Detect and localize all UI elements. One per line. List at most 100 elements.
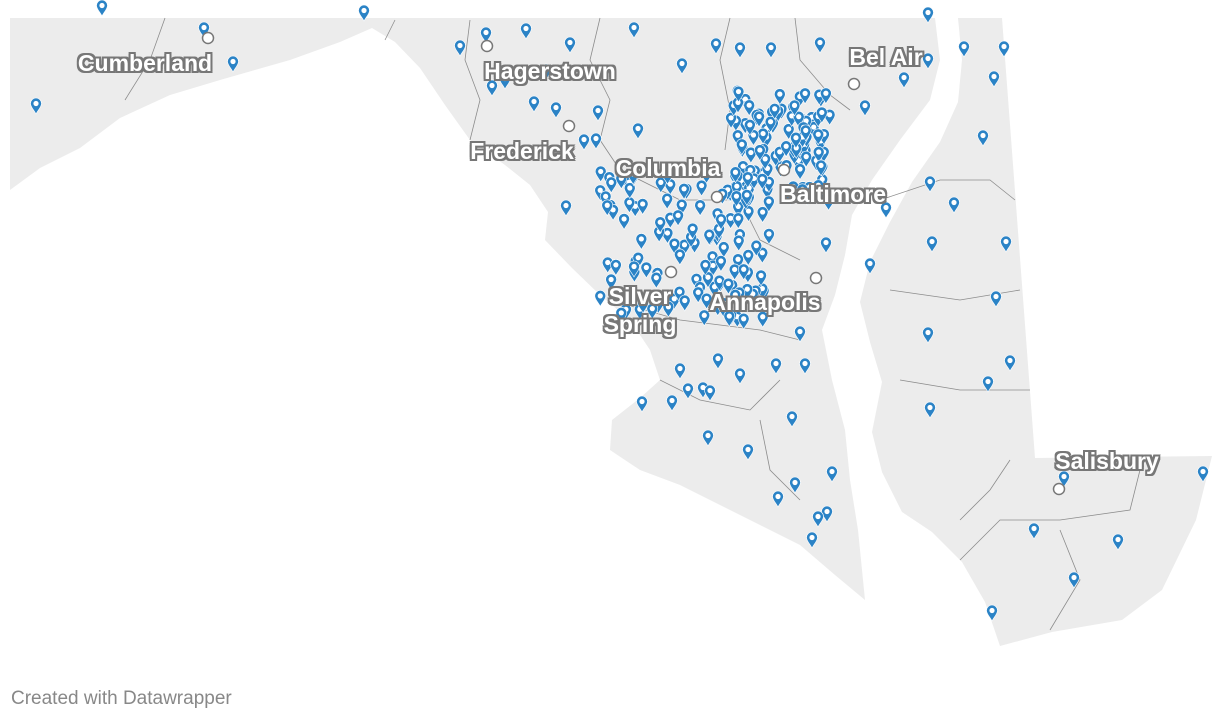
map-pin-icon[interactable] [750, 239, 763, 257]
map-pin-icon[interactable] [864, 257, 876, 275]
map-pin-icon[interactable] [790, 131, 802, 149]
map-pin-icon[interactable] [924, 175, 936, 193]
map-pin-icon[interactable] [742, 249, 755, 267]
map-pin-icon[interactable] [730, 180, 743, 198]
map-pin-icon[interactable] [922, 6, 934, 24]
map-pin-icon[interactable] [678, 294, 691, 312]
map-pin-icon[interactable] [754, 295, 766, 313]
map-pin-icon[interactable] [806, 185, 819, 203]
map-pin-icon[interactable] [702, 271, 714, 289]
map-pin-icon[interactable] [550, 101, 562, 119]
map-pin-icon[interactable] [715, 213, 727, 231]
map-pin-icon[interactable] [922, 326, 934, 344]
map-pin-icon[interactable] [674, 248, 686, 266]
map-pin-icon[interactable] [796, 183, 809, 201]
map-pin-icon[interactable] [806, 531, 818, 549]
map-pin-icon[interactable] [732, 234, 745, 252]
map-pin-icon[interactable] [30, 97, 42, 115]
map-pin-icon[interactable] [982, 375, 994, 393]
map-pin-icon[interactable] [998, 40, 1010, 58]
map-pin-icon[interactable] [605, 176, 618, 194]
map-pin-icon[interactable] [986, 604, 998, 622]
map-pin-icon[interactable] [615, 307, 628, 324]
map-pin-icon[interactable] [794, 163, 806, 181]
map-pin-icon[interactable] [1068, 571, 1080, 589]
map-pin-icon[interactable] [820, 87, 832, 105]
map-pin-icon[interactable] [601, 199, 614, 217]
datawrapper-credit[interactable]: Created with Datawrapper [11, 688, 232, 709]
map-pin-icon[interactable] [676, 57, 688, 75]
map-pin-icon[interactable] [636, 198, 649, 216]
map-pin-icon[interactable] [768, 103, 781, 120]
map-pin-icon[interactable] [636, 395, 648, 413]
map-pin-icon[interactable] [757, 127, 769, 145]
map-pin-icon[interactable] [454, 39, 466, 57]
map-pin-icon[interactable] [661, 192, 673, 210]
map-pin-icon[interactable] [722, 277, 735, 295]
map-pin-icon[interactable] [820, 236, 832, 254]
map-pin-icon[interactable] [578, 133, 590, 151]
map-pin-icon[interactable] [594, 290, 607, 308]
map-pin-icon[interactable] [753, 110, 765, 128]
map-pin-icon[interactable] [715, 255, 727, 273]
map-pin-icon[interactable] [734, 367, 746, 385]
map-pin-icon[interactable] [590, 132, 602, 150]
map-pin-icon[interactable] [717, 241, 730, 259]
map-pin-icon[interactable] [723, 310, 736, 328]
map-pin-icon[interactable] [792, 110, 805, 128]
map-pin-icon[interactable] [674, 362, 686, 380]
map-pin-icon[interactable] [480, 26, 492, 44]
map-pin-icon[interactable] [654, 216, 667, 234]
map-pin-icon[interactable] [560, 199, 572, 217]
map-pin-icon[interactable] [655, 176, 667, 194]
map-pin-icon[interactable] [800, 150, 812, 168]
map-pin-icon[interactable] [730, 190, 743, 208]
map-pin-icon[interactable] [990, 290, 1002, 308]
map-pin-icon[interactable] [635, 233, 648, 251]
map-pin-icon[interactable] [661, 168, 674, 185]
map-pin-icon[interactable] [628, 21, 640, 39]
map-pin-icon[interactable] [499, 72, 511, 90]
map-pin-icon[interactable] [1197, 465, 1209, 483]
map-pin-icon[interactable] [650, 272, 663, 289]
map-pin-icon[interactable] [763, 228, 775, 246]
map-pin-icon[interactable] [977, 129, 989, 147]
map-pin-icon[interactable] [812, 510, 824, 528]
map-pin-icon[interactable] [816, 106, 828, 124]
map-pin-icon[interactable] [741, 189, 753, 207]
map-pin-icon[interactable] [815, 159, 827, 177]
map-pin-icon[interactable] [744, 119, 756, 136]
map-pin-icon[interactable] [799, 87, 811, 105]
map-pin-icon[interactable] [765, 41, 777, 59]
map-pin-icon[interactable] [774, 88, 786, 106]
map-pin-icon[interactable] [732, 212, 745, 230]
map-pin-icon[interactable] [615, 172, 628, 190]
map-pin-icon[interactable] [924, 401, 936, 419]
map-pin-icon[interactable] [794, 325, 806, 343]
map-pin-icon[interactable] [594, 184, 607, 202]
map-pin-icon[interactable] [958, 40, 970, 58]
map-pin-icon[interactable] [695, 179, 708, 197]
map-pin-icon[interactable] [700, 167, 713, 185]
map-pin-icon[interactable] [686, 222, 699, 240]
map-pin-icon[interactable] [859, 99, 871, 117]
map-pin-icon[interactable] [742, 171, 754, 189]
map-pin-icon[interactable] [662, 301, 675, 318]
map-pin-icon[interactable] [618, 213, 630, 231]
map-pin-icon[interactable] [763, 195, 775, 213]
map-pin-icon[interactable] [742, 443, 754, 461]
map-pin-icon[interactable] [787, 180, 800, 198]
map-pin-icon[interactable] [605, 273, 617, 291]
map-pin-icon[interactable] [814, 36, 826, 54]
map-pin-icon[interactable] [756, 206, 769, 224]
map-pin-icon[interactable] [728, 263, 741, 281]
map-pin-icon[interactable] [646, 302, 659, 320]
map-pin-icon[interactable] [694, 199, 706, 217]
map-pin-icon[interactable] [898, 71, 910, 89]
map-pin-icon[interactable] [737, 313, 750, 330]
map-pin-icon[interactable] [668, 237, 681, 255]
map-pin-icon[interactable] [756, 173, 769, 191]
map-pin-icon[interactable] [540, 63, 552, 81]
map-pin-icon[interactable] [754, 144, 766, 162]
map-pin-icon[interactable] [640, 261, 653, 279]
